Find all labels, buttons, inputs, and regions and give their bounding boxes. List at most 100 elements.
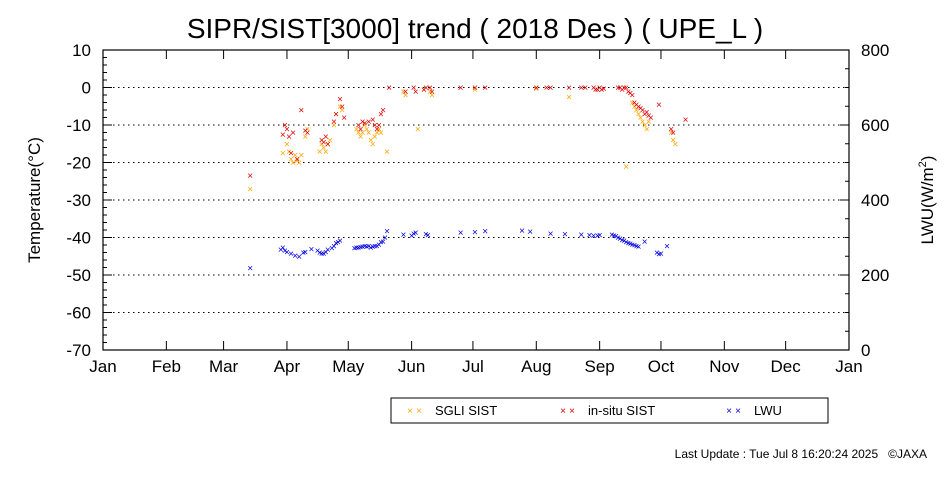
data-point: × [354,124,360,135]
data-point: × [376,121,382,132]
data-point: × [527,227,533,238]
data-point: × [356,121,362,132]
data-point: × [634,241,640,252]
data-point: × [292,151,298,162]
data-point: × [380,237,386,248]
data-point: × [591,83,597,94]
data-point: × [378,238,384,249]
data-point: × [582,83,588,94]
y-tick-label: -30 [66,191,91,210]
data-point: × [654,248,660,259]
data-point: × [664,242,670,253]
data-point: × [615,233,621,244]
data-point: × [636,242,642,253]
data-point: × [317,248,323,259]
data-point: × [642,237,648,248]
data-point: × [597,230,603,241]
data-point: × [323,247,329,258]
data-point: × [288,154,294,165]
data-point: × [533,83,539,94]
data-point: × [411,83,417,94]
data-point: × [425,230,431,241]
x-tick-label: May [332,357,365,376]
data-point: × [631,98,637,109]
data-point: × [415,124,421,135]
data-point: × [325,139,331,150]
y2-axis-label-end: ) [918,156,937,162]
data-point: × [362,241,368,252]
data-point: × [302,132,308,143]
data-point: × [566,83,572,94]
data-point: × [333,109,339,120]
data-point: × [642,121,648,132]
legend-marker: × [726,406,732,417]
data-point: × [323,132,329,143]
data-point: × [401,87,407,98]
data-point: × [615,83,621,94]
legend-label: SGLI SIST [435,403,497,418]
data-point: × [298,151,304,162]
data-point: × [629,240,635,251]
data-point: × [335,238,341,249]
y-axis-label: Temperature(°C) [25,137,44,263]
data-point: × [319,136,325,147]
data-point: × [284,124,290,135]
data-point: × [384,226,390,237]
data-point: × [366,117,372,128]
data-point: × [372,121,378,132]
data-point: × [333,109,339,120]
data-point: × [670,136,676,147]
data-point: × [670,128,676,139]
data-point: × [634,106,640,117]
copyright-text: ©JAXA [888,447,927,461]
data-point: × [294,154,300,165]
data-point: × [282,246,288,257]
data-point: × [613,232,619,243]
axes: 100-10-20-30-40-50-60-708006004002000Jan… [66,41,889,376]
data-point: × [321,143,327,154]
series-lwu: ×××××××××× × ×××××××××××××××××××××××××××× ×… [247,226,670,275]
data-point: × [595,85,601,96]
data-point: × [380,106,386,117]
data-point: × [625,87,631,98]
data-point: × [288,249,294,260]
data-point: × [644,124,650,135]
data-point: × [533,84,539,95]
data-point: × [339,106,345,117]
data-point: × [644,107,650,118]
data-point: × [636,109,642,120]
data-point: × [358,242,364,253]
x-tick-label: Feb [152,357,181,376]
data-point: × [384,147,390,158]
data-point: × [648,113,654,124]
y2-tick-label: 0 [861,341,870,360]
data-point: × [358,124,364,135]
data-point: × [278,245,284,256]
data-point: × [247,171,253,182]
x-tick-label: Sep [585,357,615,376]
legend-marker: × [735,406,741,417]
legend-item: × × LWU [726,403,782,418]
data-point: × [294,156,300,167]
data-point: × [609,230,615,241]
data-point: × [315,246,321,257]
data-point: × [640,117,646,128]
data-point: × [413,228,419,239]
data-point: × [280,130,286,141]
data-point: × [668,124,674,135]
data-point: × [595,231,601,242]
data-point: × [360,242,366,253]
footer: Last Update : Tue Jul 8 16:20:24 2025 ©JA… [675,447,927,461]
data-point: × [638,113,644,124]
data-point: × [374,124,380,135]
data-point: × [403,87,409,98]
data-point: × [429,87,435,98]
data-point: × [292,251,298,262]
data-point: × [354,243,360,254]
data-point: × [286,132,292,143]
data-point: × [472,227,478,238]
y2-axis-label: LWU(W/m2) [917,156,937,245]
data-point: × [458,228,464,239]
data-point: × [668,128,674,139]
y-tick-label: -60 [66,304,91,323]
